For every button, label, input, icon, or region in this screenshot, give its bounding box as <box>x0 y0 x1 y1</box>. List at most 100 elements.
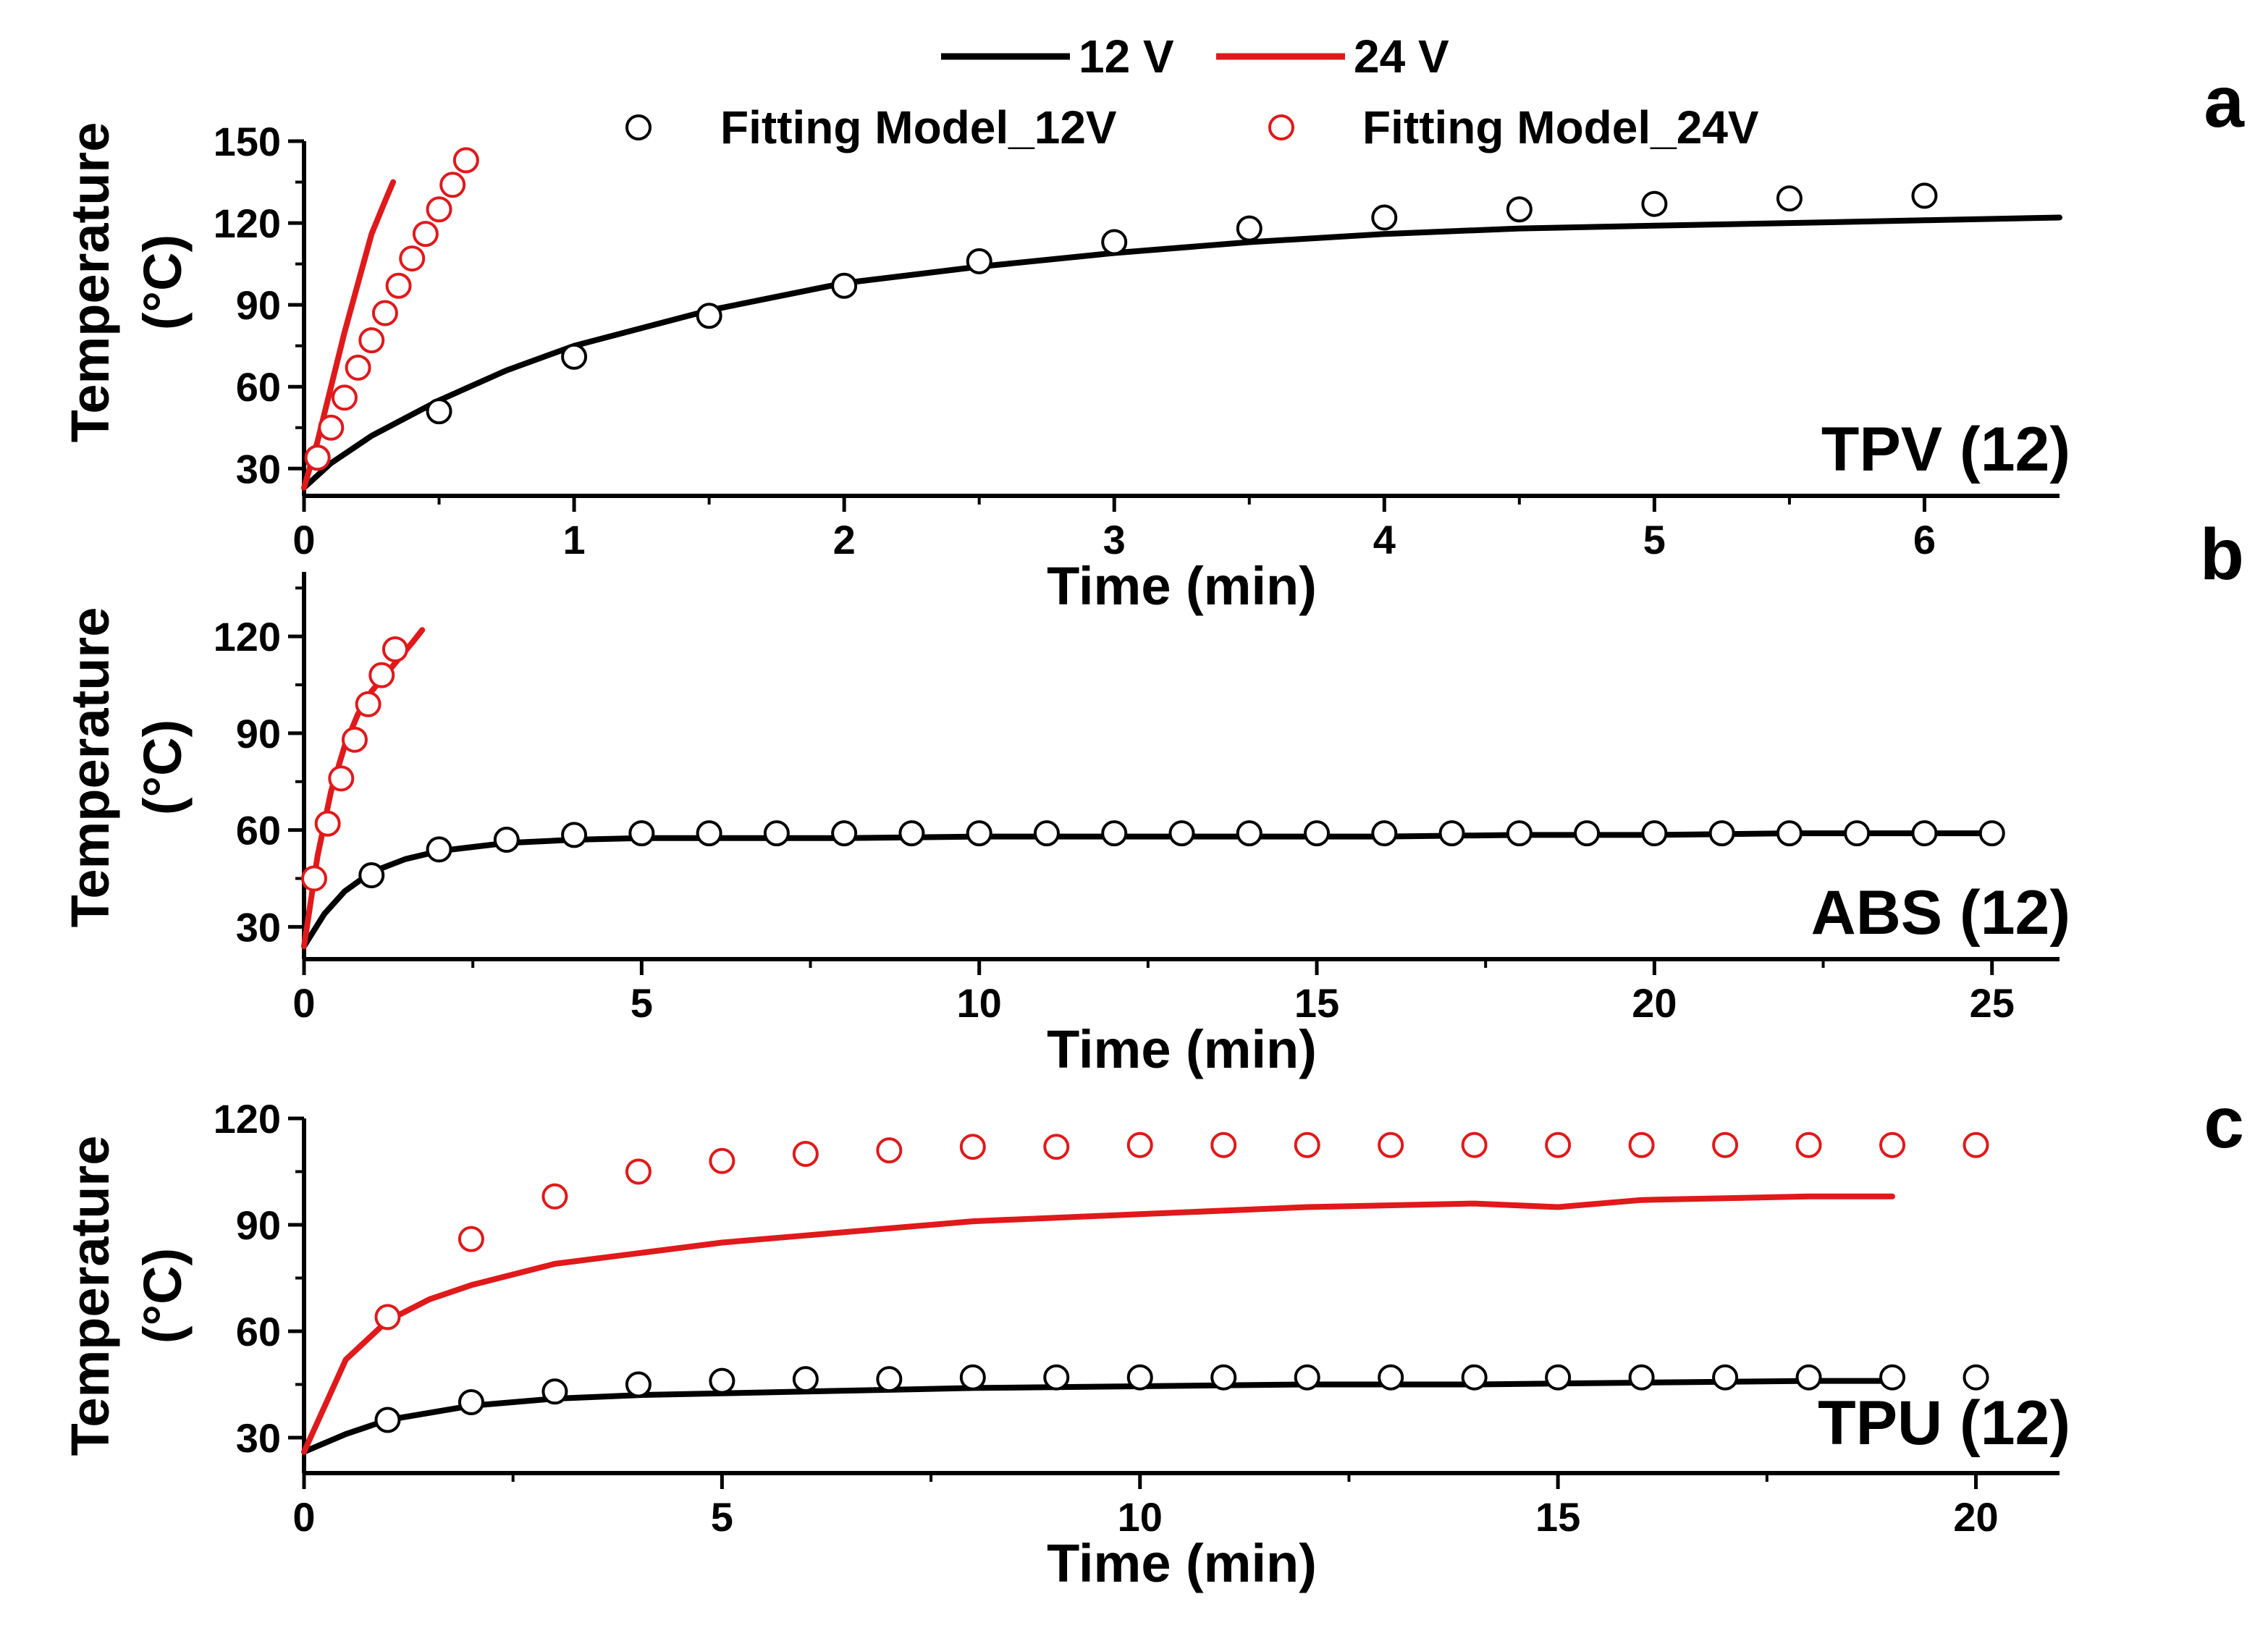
x-tick-label: 0 <box>292 1494 315 1540</box>
panel-letter: a <box>2204 62 2245 143</box>
legend-label-24v: 24 V <box>1354 30 1449 83</box>
data-point-fitting-model-24v <box>1797 1134 1821 1157</box>
data-point-fitting-model-24v <box>441 173 464 196</box>
data-point-fitting-model-24v <box>428 198 451 221</box>
data-point-fitting-model-12v <box>630 822 653 845</box>
x-tick-label: 0 <box>292 517 315 562</box>
data-point-fitting-model-12v <box>428 838 451 861</box>
x-tick-label: 5 <box>711 1494 733 1540</box>
figure-canvas: 12 V 24 V Fitting Model_12V Fitting Mode… <box>0 0 2268 1636</box>
x-tick-label: 4 <box>1373 517 1396 562</box>
x-tick-label: 10 <box>957 980 1002 1026</box>
data-point-fitting-model-12v <box>877 1367 901 1391</box>
data-point-fitting-model-12v <box>1778 822 1801 845</box>
data-point-fitting-model-12v <box>376 1409 399 1432</box>
legend: 12 V 24 V Fitting Model_12V Fitting Mode… <box>627 30 1759 153</box>
data-point-fitting-model-24v <box>387 274 410 298</box>
data-point-fitting-model-24v <box>319 416 342 439</box>
data-point-fitting-model-12v <box>961 1366 985 1389</box>
data-point-fitting-model-24v <box>374 301 397 324</box>
data-point-fitting-model-12v <box>1103 822 1126 845</box>
data-point-fitting-model-24v <box>370 664 393 687</box>
y-axis-title: Temperature(°C) <box>60 122 193 443</box>
data-point-fitting-model-12v <box>1379 1366 1402 1389</box>
legend-marker-fit-12v <box>627 116 650 139</box>
data-point-fitting-model-24v <box>710 1150 733 1173</box>
data-point-fitting-model-24v <box>414 222 437 245</box>
y-tick-label: 60 <box>236 1309 281 1354</box>
data-point-fitting-model-12v <box>360 864 383 887</box>
y-tick-label: 90 <box>236 282 281 328</box>
data-point-fitting-model-24v <box>1296 1134 1319 1157</box>
data-point-fitting-model-12v <box>1045 1366 1068 1389</box>
data-point-fitting-model-24v <box>1212 1134 1235 1157</box>
data-point-fitting-model-24v <box>316 812 340 835</box>
data-point-fitting-model-12v <box>543 1380 566 1403</box>
data-point-fitting-model-24v <box>1546 1134 1569 1157</box>
x-axis-title: Time (min) <box>1047 1533 1317 1593</box>
data-point-fitting-model-12v <box>968 250 991 273</box>
y-tick-label: 150 <box>214 119 281 164</box>
y-tick-label: 90 <box>236 711 281 756</box>
data-point-fitting-model-12v <box>1630 1366 1653 1389</box>
y-tick-label: 120 <box>214 1096 281 1142</box>
data-point-fitting-model-12v <box>495 828 518 851</box>
data-point-fitting-model-12v <box>1711 822 1734 845</box>
y-tick-label: 60 <box>236 364 281 410</box>
x-tick-label: 20 <box>1953 1494 1998 1540</box>
x-tick-label: 0 <box>292 980 315 1026</box>
data-point-fitting-model-24v <box>306 446 329 469</box>
panel-letter: b <box>2200 514 2244 595</box>
data-point-fitting-model-24v <box>1379 1134 1402 1157</box>
data-point-fitting-model-12v <box>1373 206 1396 229</box>
data-point-fitting-model-12v <box>794 1367 817 1391</box>
y-tick-label: 30 <box>236 446 281 492</box>
data-point-fitting-model-24v <box>1881 1134 1904 1157</box>
y-tick-label: 90 <box>236 1202 281 1248</box>
data-point-fitting-model-12v <box>1441 822 1464 845</box>
x-axis-title: Time (min) <box>1047 556 1317 616</box>
data-point-fitting-model-24v <box>961 1135 985 1158</box>
data-point-fitting-model-24v <box>460 1228 483 1251</box>
legend-label-fit-12v: Fitting Model_12V <box>720 101 1117 153</box>
data-point-fitting-model-24v <box>333 386 356 409</box>
data-point-fitting-model-24v <box>303 867 326 890</box>
data-point-fitting-model-24v <box>400 247 423 270</box>
series-line-12-v <box>304 833 1992 946</box>
data-point-fitting-model-12v <box>1575 822 1598 845</box>
data-point-fitting-model-12v <box>1035 822 1058 845</box>
y-tick-label: 120 <box>214 201 281 246</box>
data-point-fitting-model-12v <box>1212 1366 1235 1389</box>
panel-a: 0123456306090120150Time (min)Temperature… <box>60 62 2245 616</box>
x-tick-label: 2 <box>833 517 856 562</box>
data-point-fitting-model-12v <box>1643 193 1666 216</box>
data-point-fitting-model-12v <box>968 822 991 845</box>
y-tick-label: 60 <box>236 808 281 853</box>
x-tick-label: 5 <box>631 980 653 1026</box>
data-point-fitting-model-24v <box>343 728 366 751</box>
x-axis-title: Time (min) <box>1047 1019 1317 1079</box>
data-point-fitting-model-24v <box>360 329 383 352</box>
data-point-fitting-model-24v <box>1713 1134 1737 1157</box>
data-point-fitting-model-24v <box>1630 1134 1653 1157</box>
panel-letter: c <box>2204 1082 2244 1163</box>
y-axis-title: Temperature(°C) <box>60 607 193 928</box>
data-point-fitting-model-12v <box>1508 198 1531 221</box>
data-point-fitting-model-12v <box>1305 822 1328 845</box>
data-point-fitting-model-12v <box>1546 1366 1569 1389</box>
data-point-fitting-model-12v <box>1129 1366 1152 1389</box>
data-point-fitting-model-12v <box>1508 822 1531 845</box>
data-point-fitting-model-12v <box>900 822 923 845</box>
data-point-fitting-model-12v <box>1463 1366 1486 1389</box>
data-point-fitting-model-12v <box>562 345 586 368</box>
data-point-fitting-model-24v <box>877 1139 901 1162</box>
data-point-fitting-model-12v <box>832 822 856 845</box>
data-point-fitting-model-24v <box>1965 1134 1988 1157</box>
data-point-fitting-model-12v <box>710 1370 733 1393</box>
data-point-fitting-model-12v <box>1797 1366 1821 1389</box>
sample-label: ABS (12) <box>1811 878 2070 948</box>
data-point-fitting-model-24v <box>1129 1134 1152 1157</box>
data-point-fitting-model-12v <box>1373 822 1396 845</box>
panel-c: 05101520306090120Time (min)Temperature(°… <box>60 1082 2244 1593</box>
x-tick-label: 15 <box>1535 1494 1580 1540</box>
